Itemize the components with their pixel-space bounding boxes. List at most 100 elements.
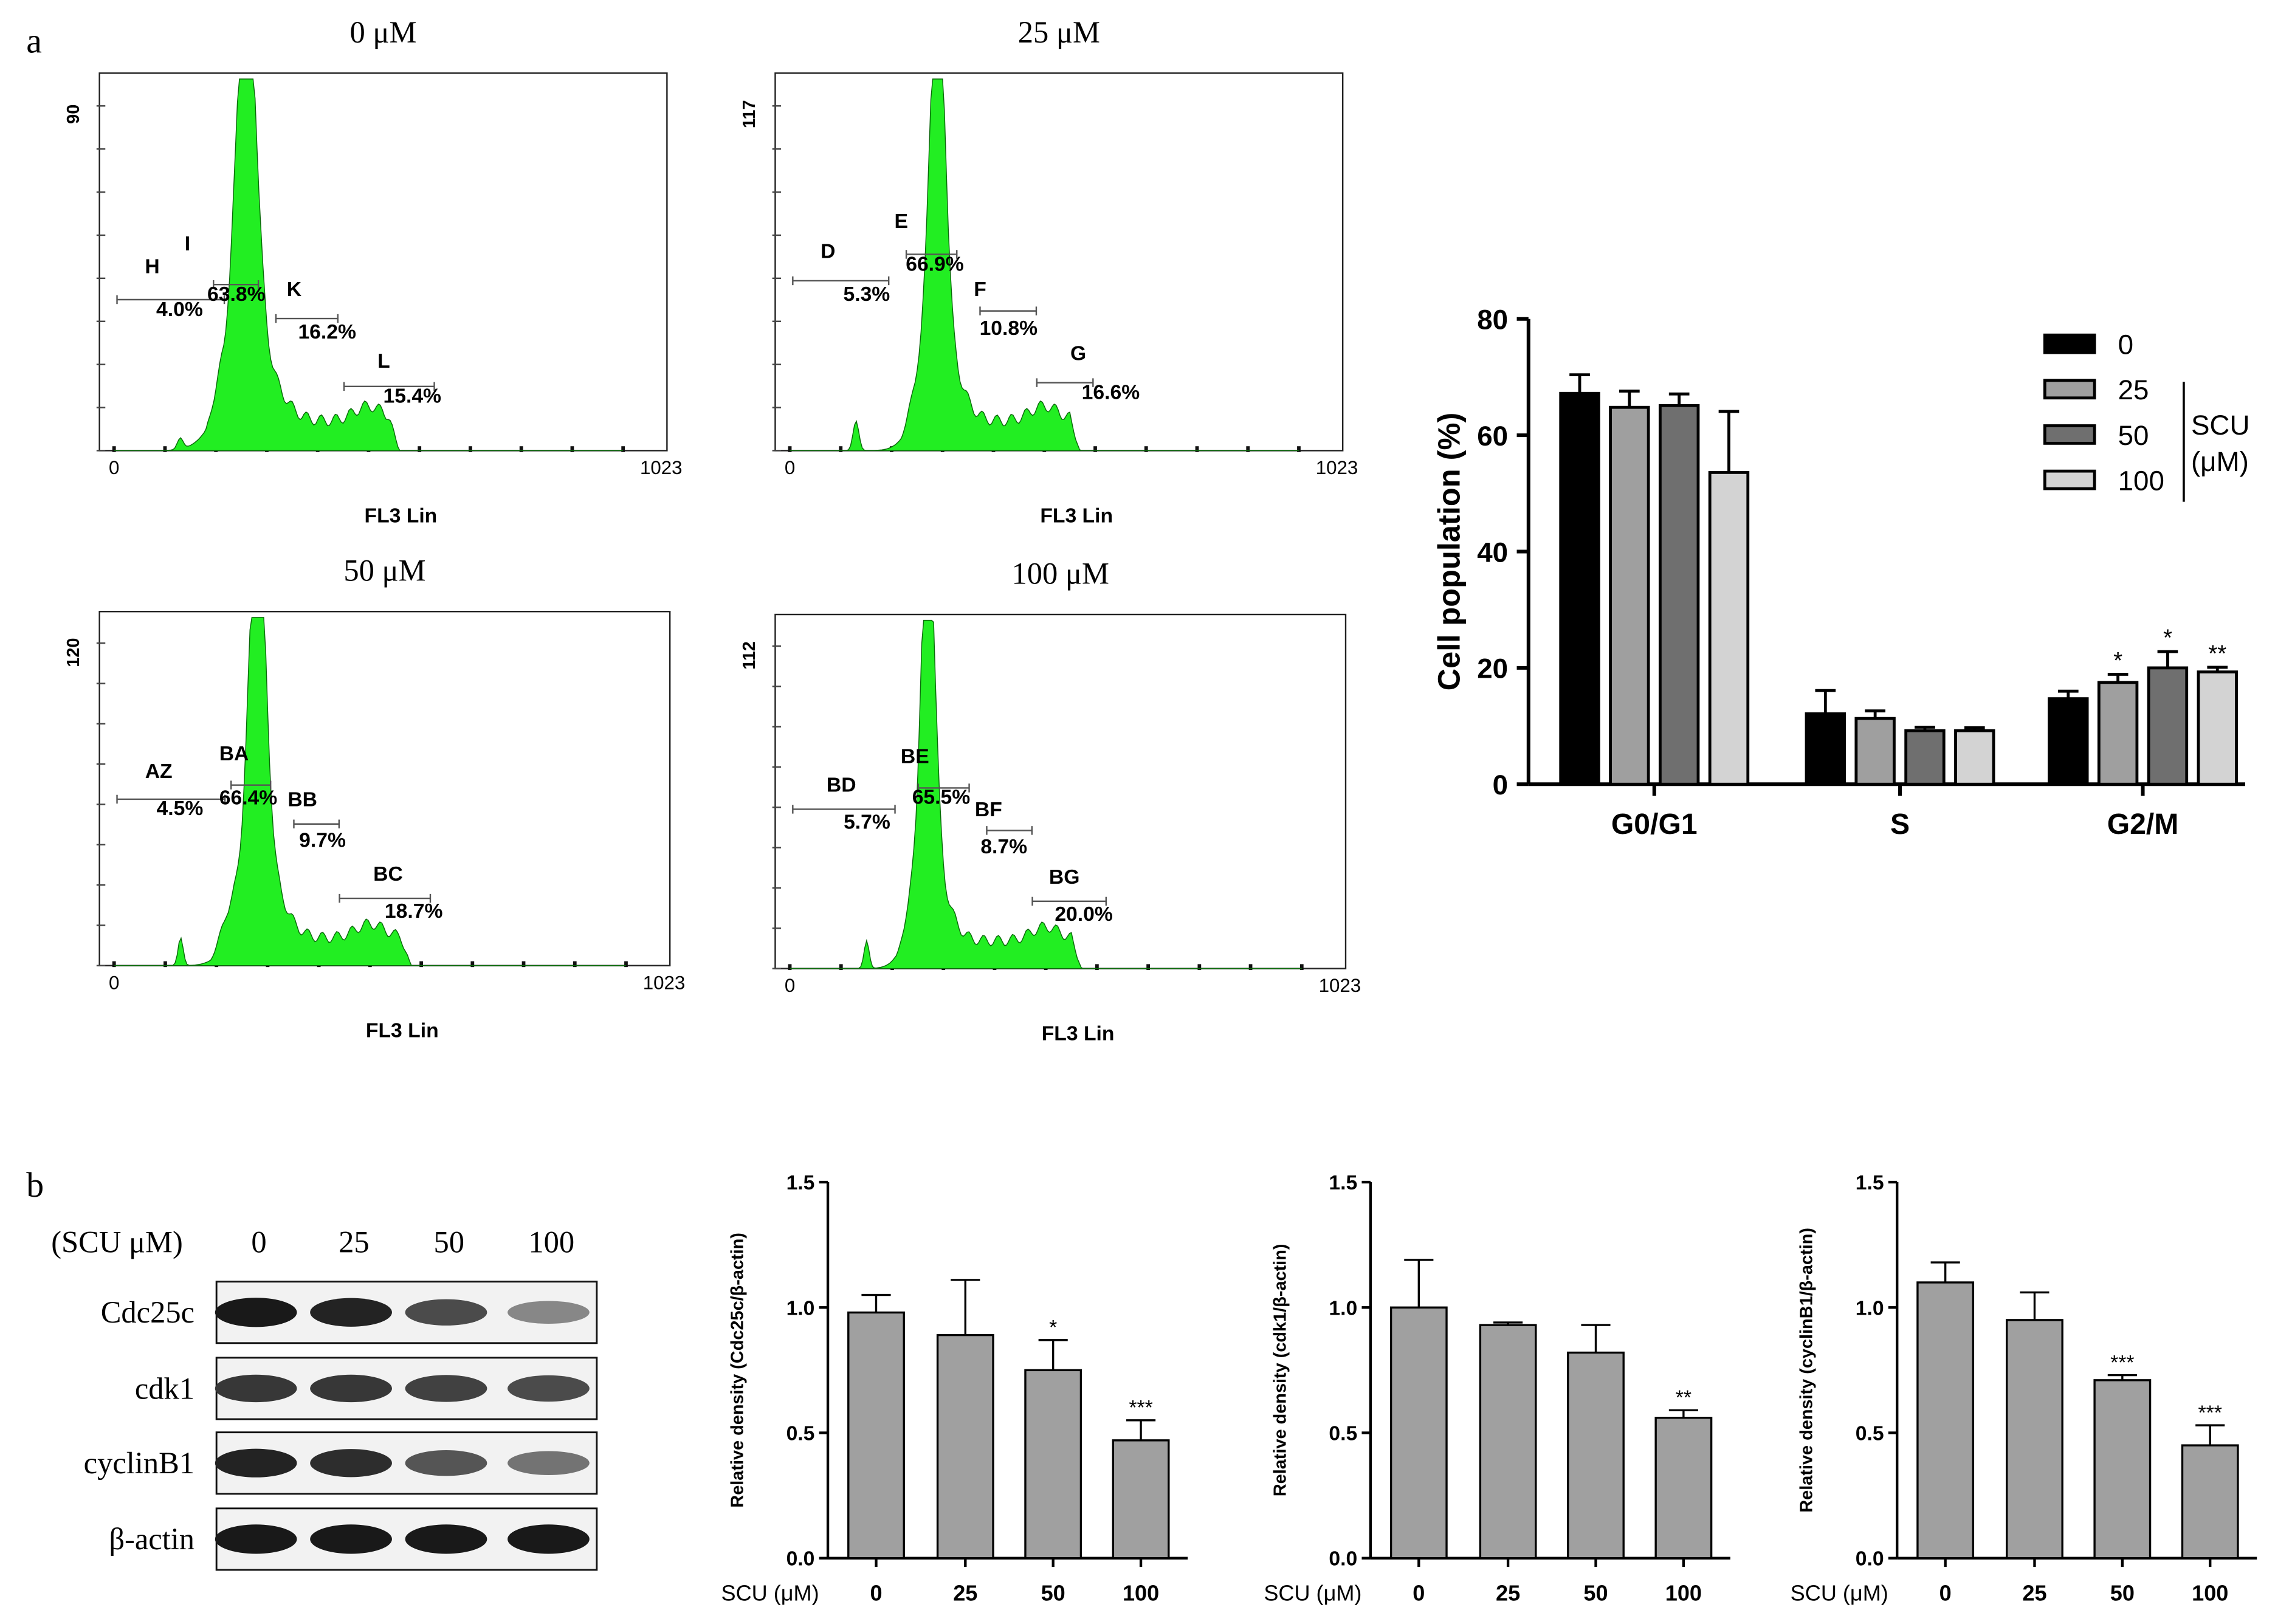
bar [1389, 1306, 1448, 1560]
significance-mark: * [2163, 625, 2172, 651]
x-tick [1197, 964, 1202, 970]
significance-mark: *** [2110, 1352, 2134, 1374]
x-tick [839, 446, 843, 452]
x-tick [573, 961, 577, 968]
density-chart-3: 0.0 0.5 1.0 1.5 Relative density (cyclinB1/β… [1791, 1172, 2257, 1605]
blot-band [310, 1298, 392, 1327]
gate-name: BG [1049, 866, 1080, 889]
legend-swatch [2043, 333, 2096, 354]
x-axis-label: FL3 Lin [365, 504, 438, 527]
bar [1479, 1324, 1537, 1560]
x-tick [839, 964, 843, 970]
x-tick-label: 25 [953, 1580, 977, 1605]
x-tick [570, 446, 574, 452]
gate-name: BF [975, 799, 1002, 821]
y-tick-label: 0 [1493, 769, 1508, 800]
legend-group-label: SCU [2191, 410, 2250, 441]
x-tick-label: 100 [1665, 1580, 1702, 1605]
y-tick-label: 0.5 [1856, 1422, 1884, 1445]
gate-value: 20.0% [1055, 903, 1113, 926]
bar [1559, 391, 1600, 786]
bar [1854, 717, 1896, 786]
gate-name: D [821, 241, 835, 263]
y-tick-label: 0.0 [786, 1548, 815, 1571]
significance-mark: ** [2208, 641, 2226, 667]
x-start-label: 0 [109, 457, 119, 478]
x-tick [1095, 964, 1099, 970]
significance-mark: *** [2198, 1402, 2222, 1424]
x-tick [1146, 964, 1150, 970]
blot-band [405, 1450, 487, 1476]
x-tick [624, 961, 628, 968]
bar [847, 1311, 905, 1560]
y-tick-label: 0.0 [1856, 1548, 1884, 1571]
y-tick-label: 60 [1477, 421, 1508, 452]
significance-mark: * [2113, 648, 2122, 674]
blot-band [508, 1524, 590, 1554]
x-tick [112, 446, 116, 452]
density-chart-2: 0.0 0.5 1.0 1.5 Relative density (cdk1/β-act… [1264, 1172, 1730, 1605]
density-chart-1: 0.0 0.5 1.0 1.5 Relative density (Cdc25c/β-a… [721, 1172, 1188, 1605]
x-tick [521, 961, 526, 968]
gate-name: I [185, 233, 190, 255]
x-tick [470, 961, 475, 968]
histogram-area [790, 619, 1302, 969]
legend-swatch [2043, 424, 2096, 445]
x-tick [163, 961, 167, 968]
bar [2147, 666, 2189, 786]
bar [2197, 670, 2238, 786]
bar [1708, 470, 1750, 786]
bar [1916, 1281, 1975, 1560]
x-start-label: 0 [109, 972, 119, 993]
y-tick-label: 40 [1477, 537, 1508, 568]
legend-swatch [2043, 379, 2096, 400]
x-tick [1093, 446, 1097, 452]
legend-label: 0 [2118, 329, 2133, 360]
gate-name: K [287, 278, 302, 301]
flow-histograms: 0 μM 90 0 1023 FL3 Lin H 4.0% I 63.8% K 16.2% L 15.4… [64, 15, 1361, 1045]
gate-value: 10.8% [980, 317, 1038, 340]
x-start-label: 0 [785, 457, 795, 478]
y-axis-label: Cell population (%) [1432, 413, 1467, 691]
x-tick-label: G2/M [2107, 808, 2179, 841]
blot-band [215, 1374, 297, 1403]
bar [1567, 1351, 1625, 1560]
x-end-label: 1023 [1316, 457, 1358, 478]
bar [1024, 1369, 1082, 1560]
significance-mark: * [1049, 1316, 1057, 1339]
x-tick [621, 446, 625, 452]
histogram-title: 25 μM [1018, 15, 1100, 49]
x-end-label: 1023 [1319, 975, 1361, 996]
y-axis-label: Relative density (Cdc25c/β-actin) [728, 1233, 748, 1508]
y-tick-label: 1.5 [1856, 1172, 1884, 1194]
gate-value: 66.9% [906, 253, 964, 275]
x-tick-label: 50 [1583, 1580, 1608, 1605]
x-tick [1144, 446, 1148, 452]
gate-value: 63.8% [207, 283, 266, 306]
bar [1954, 729, 1995, 786]
panel-label-b: b [26, 1166, 44, 1205]
gate-value: 16.6% [1082, 381, 1140, 404]
x-tick-label: G0/G1 [1611, 808, 1698, 841]
bar [2097, 681, 2139, 786]
gate-value: 15.4% [384, 385, 442, 408]
western-blot: (SCU μM) 0 25 50 100 Cdc25c cdk1 cyclinB1 β-acti… [51, 1225, 598, 1571]
y-tick-label: 20 [1477, 653, 1508, 684]
x-axis-label: FL3 Lin [1040, 504, 1113, 527]
gate-value: 16.2% [298, 321, 356, 343]
y-tick-label: 80 [1477, 304, 1508, 335]
blot-row-label: cyclinB1 [84, 1446, 194, 1480]
gate-name: BC [373, 863, 403, 886]
x-tick-label: 0 [870, 1580, 882, 1605]
x-tick [788, 446, 792, 452]
bar [1112, 1439, 1170, 1560]
y-max-label: 117 [740, 100, 759, 128]
x-tick-label: 100 [2192, 1580, 2228, 1605]
histogram-title: 50 μM [343, 554, 425, 588]
blot-band [405, 1299, 487, 1326]
x-end-label: 1023 [643, 972, 686, 993]
bar [2006, 1319, 2063, 1560]
y-max-label: 112 [740, 641, 759, 670]
gate-name: BD [827, 774, 856, 796]
bar [936, 1333, 994, 1560]
